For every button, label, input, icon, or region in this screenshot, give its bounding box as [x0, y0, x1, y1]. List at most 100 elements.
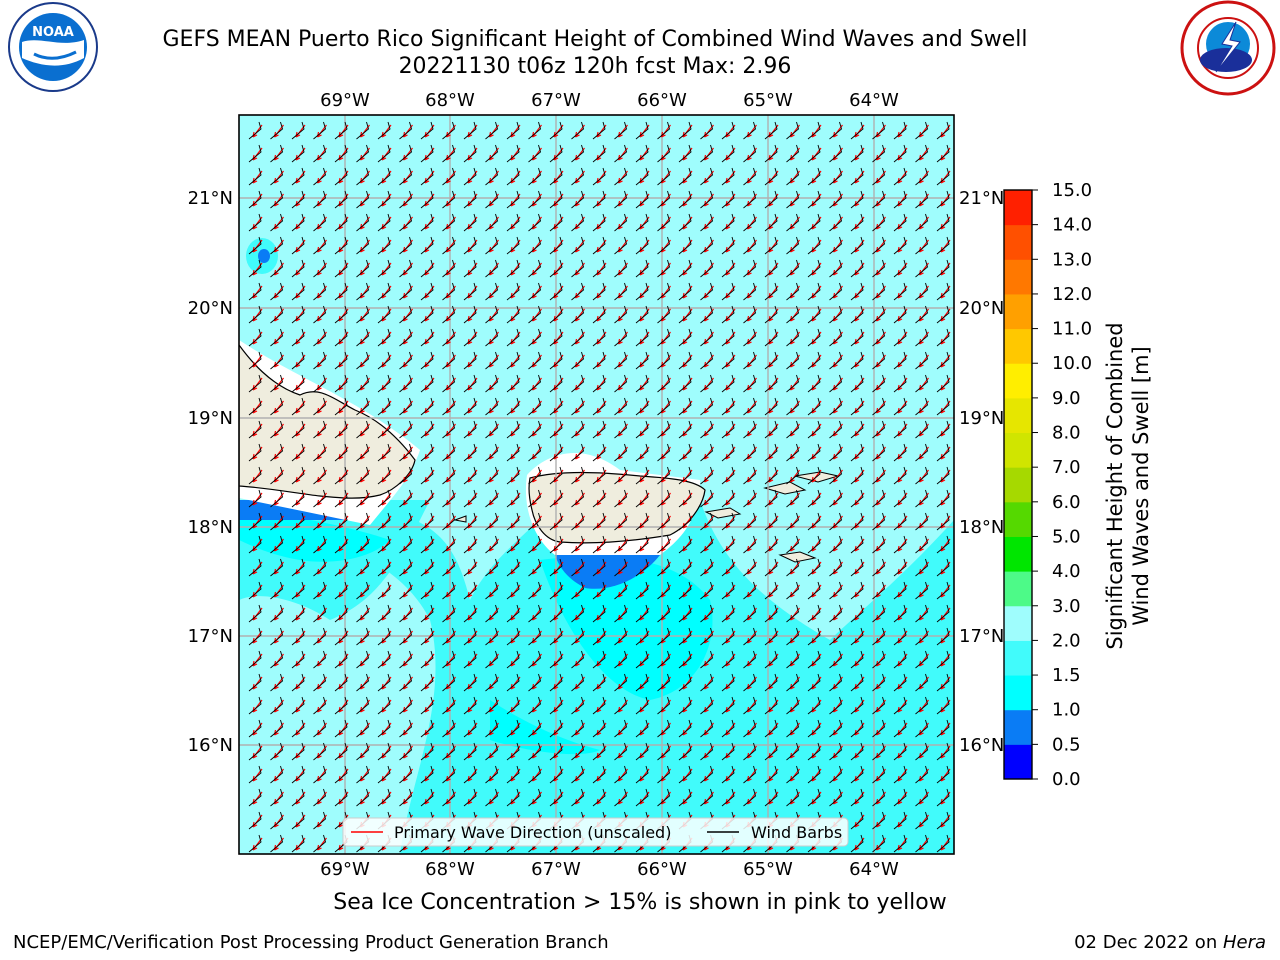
wind-barb [915, 627, 929, 646]
wind-barb [915, 696, 929, 715]
wind-barb [506, 121, 520, 140]
wind-barb [872, 259, 886, 278]
wind-barb [721, 765, 735, 784]
wind-barb [463, 558, 477, 577]
wind-barb [313, 167, 327, 186]
wind-barb [721, 673, 735, 692]
wind-barb [807, 397, 821, 416]
wind-barb [571, 627, 585, 646]
wind-barb [420, 696, 434, 715]
wind-barb [442, 719, 456, 738]
wind-barb [420, 765, 434, 784]
wind-barb [829, 512, 843, 531]
wind-barb [872, 121, 886, 140]
wind-barb [764, 765, 778, 784]
colorbar-label: Significant Height of Combined Wind Wave… [1102, 276, 1154, 696]
wind-barb [506, 443, 520, 462]
wind-barb [356, 282, 370, 301]
wind-barb [657, 788, 671, 807]
wind-barb [614, 627, 628, 646]
wind-barb [506, 489, 520, 508]
wind-barb [377, 190, 391, 209]
wind-barb [850, 374, 864, 393]
wind-barb [936, 696, 950, 715]
colorbar-tick-label: 1.0 [1052, 700, 1081, 721]
wind-barb [291, 765, 305, 784]
wind-barb [592, 512, 606, 531]
wind-barb [635, 581, 649, 600]
wind-barb [571, 719, 585, 738]
wind-barb [807, 443, 821, 462]
wind-barb [721, 305, 735, 324]
wind-barb [657, 512, 671, 531]
wind-barb [270, 512, 284, 531]
wind-barb [291, 236, 305, 255]
wind-barb [700, 489, 714, 508]
wind-barb [678, 535, 692, 554]
wind-barb [571, 420, 585, 439]
wind-barb [700, 213, 714, 232]
wind-barb [334, 420, 348, 439]
wind-barb [313, 236, 327, 255]
wind-barb [442, 305, 456, 324]
wind-barb [571, 535, 585, 554]
wind-barb [463, 788, 477, 807]
wind-barb [248, 144, 262, 163]
wind-barb [485, 696, 499, 715]
wind-barb [721, 489, 735, 508]
wind-barb [764, 374, 778, 393]
wind-barb [592, 696, 606, 715]
wind-barb [743, 673, 757, 692]
wind-barb [334, 742, 348, 761]
wind-barb [657, 535, 671, 554]
wind-barb [270, 581, 284, 600]
wind-barb [678, 167, 692, 186]
lon-tick-bottom: 69°W [320, 859, 370, 880]
wind-barb [420, 512, 434, 531]
wind-barb [850, 213, 864, 232]
wind-barb [743, 190, 757, 209]
wind-barb [528, 719, 542, 738]
wind-barb [549, 443, 563, 462]
wind-barb [893, 351, 907, 370]
footer-date-text: 02 Dec 2022 on [1074, 932, 1223, 953]
wind-barb [829, 558, 843, 577]
wind-barb [915, 558, 929, 577]
lat-tick-right: 18°N [959, 517, 1004, 538]
wind-barb [571, 121, 585, 140]
lon-tick-bottom: 64°W [849, 859, 899, 880]
wind-barb [678, 650, 692, 669]
wind-barb [635, 282, 649, 301]
wind-barb [700, 673, 714, 692]
wind-barb [936, 650, 950, 669]
wind-barb [743, 305, 757, 324]
wind-barb [829, 742, 843, 761]
wind-barb [657, 167, 671, 186]
wind-barb [506, 788, 520, 807]
wind-barb [893, 673, 907, 692]
wind-barb [657, 627, 671, 646]
puerto-rico-land [528, 471, 706, 544]
wind-barb [657, 305, 671, 324]
wind-barb [356, 259, 370, 278]
wind-barb [700, 443, 714, 462]
wind-barb [850, 696, 864, 715]
wind-barb [549, 397, 563, 416]
wind-barb [786, 374, 800, 393]
wind-barb [291, 788, 305, 807]
wind-barb [829, 282, 843, 301]
hispaniola-land [239, 343, 416, 499]
wind-barb [420, 374, 434, 393]
wind-barb [936, 742, 950, 761]
wind-barb [936, 259, 950, 278]
wind-barb [270, 259, 284, 278]
wind-barb [528, 443, 542, 462]
wind-barb [764, 305, 778, 324]
wind-barb [377, 581, 391, 600]
wind-barb [592, 213, 606, 232]
wind-barb [936, 719, 950, 738]
wind-barb [764, 443, 778, 462]
wind-barb [807, 535, 821, 554]
wind-barb [614, 305, 628, 324]
wind-barb [463, 236, 477, 255]
